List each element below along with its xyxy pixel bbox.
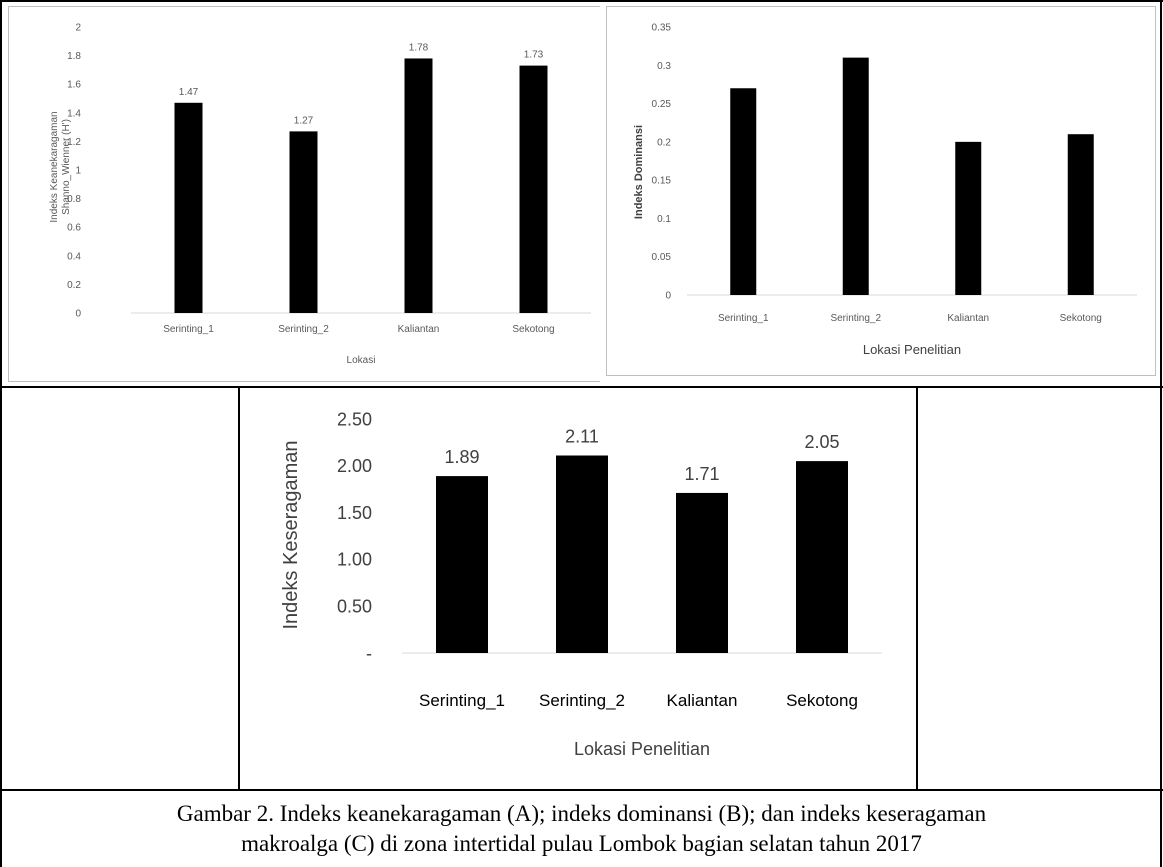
y-tick-label: 0 [75,309,81,320]
bar-kaliantan [676,492,728,653]
frame-row-divider [0,386,1163,388]
y-tick-label: 1.6 [67,80,81,91]
category-label: Serinting_1 [419,691,505,710]
category-label: Serinting_2 [539,691,625,710]
y-tick-label: 1.4 [67,108,81,119]
data-label: 1.78 [409,42,429,53]
y-tick-label: 1 [75,166,81,177]
x-axis-title: Lokasi Penelitian [863,342,961,357]
data-label: 1.73 [524,50,544,61]
chart-b-panel: 0 0.05 0.1 0.15 0.2 0.25 0.3 0.35 Serinting_1 Ser… [606,6,1156,376]
frame-top [0,0,1163,2]
category-label: Serinting_1 [718,313,769,324]
bar-serinting-1 [730,88,757,295]
y-axis-title-line-2: Shanno_Wienner (H') [61,119,72,215]
chart-a-keanekaragaman: 0 0.2 0.4 0.6 0.8 1 1.2 1.4 1.6 1.8 2 1.47 Serinting… [49,23,591,366]
y-tick-label: 0.35 [652,23,672,34]
y-tick-label: 1.8 [67,51,81,62]
frame-left [0,0,2,867]
x-axis-title: Lokasi [347,355,376,366]
y-tick-label: 1.2 [67,137,81,148]
frame-mid-left-divider [238,386,240,791]
bar-serinting-1 [174,102,203,313]
y-tick-label: 0.3 [657,61,671,72]
caption-line-2: makroalga (C) di zona intertidal pulau L… [241,831,922,856]
y-tick-label: 2.50 [337,409,372,429]
category-label: Serinting_1 [163,324,214,335]
data-label: 1.71 [684,464,719,484]
figure-caption: Gambar 2. Indeks keanekaragaman (A); ind… [0,799,1163,859]
data-label: 1.89 [444,447,479,467]
y-tick-label: 0 [665,291,671,302]
bar-sekotong [796,461,848,653]
bar-serinting-1 [436,476,488,653]
y-tick-label: 0.25 [652,99,672,110]
y-tick-label: 2 [75,23,81,34]
frame-mid-right-divider [916,386,918,791]
y-tick-label: 0.6 [67,223,81,234]
y-tick-label: 0.2 [67,280,81,291]
category-label: Sekotong [1060,313,1102,324]
bar-kaliantan [955,141,982,295]
y-tick-label: - [366,643,372,663]
y-tick-label: 0.05 [652,252,672,263]
data-label: 2.11 [565,427,599,447]
caption-line-1: Gambar 2. Indeks keanekaragaman (A); ind… [176,801,987,826]
y-tick-label: 0.1 [657,214,671,225]
y-axis-title: Indeks Dominansi [633,125,645,219]
chart-b-dominansi: 0 0.05 0.1 0.15 0.2 0.25 0.3 0.35 Serinting_1 Ser… [633,23,1137,357]
data-label: 1.47 [179,87,199,98]
category-label: Sekotong [786,691,858,710]
data-label: 1.27 [294,115,314,126]
category-label: Serinting_2 [278,324,329,335]
y-tick-label: 0.50 [337,597,372,617]
y-tick-label: 1.50 [337,503,372,523]
category-label: Kaliantan [947,313,989,324]
category-label: Kaliantan [398,324,440,335]
data-label: 2.05 [804,432,839,452]
bar-sekotong [519,65,548,313]
category-label: Serinting_2 [830,313,881,324]
chart-c-keseragaman: - 0.50 1.00 1.50 2.00 2.50 1.89 Serinting_1 2.11… [280,409,882,759]
y-tick-label: 0.15 [652,176,672,187]
bar-serinting-2 [556,455,608,653]
y-tick-label: 2.00 [337,456,372,476]
bar-sekotong [1067,134,1094,295]
x-axis-title: Lokasi Penelitian [574,739,710,759]
bar-kaliantan [404,58,433,314]
frame-caption-divider [0,789,1163,791]
y-tick-label: 0.2 [657,137,671,148]
y-tick-label: 1.00 [337,550,372,570]
bar-serinting-2 [842,57,869,295]
category-label: Sekotong [512,324,554,335]
chart-c-panel: - 0.50 1.00 1.50 2.00 2.50 1.89 Serinting_1 2.11… [242,390,914,786]
y-axis-title: Indeks Keanekaragaman [49,111,60,222]
bar-serinting-2 [289,131,318,313]
frame-right [1160,0,1162,867]
y-tick-label: 0.8 [67,194,81,205]
chart-a-panel: 0 0.2 0.4 0.6 0.8 1 1.2 1.4 1.6 1.8 2 1.47 Serinting… [8,6,600,382]
y-axis-title: Indeks Keseragaman [280,440,302,629]
y-tick-label: 0.4 [67,251,81,262]
category-label: Kaliantan [667,691,738,710]
